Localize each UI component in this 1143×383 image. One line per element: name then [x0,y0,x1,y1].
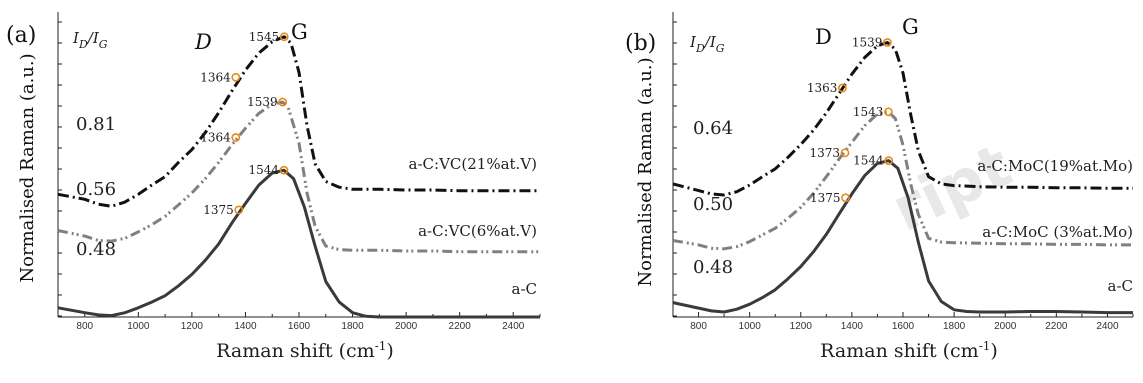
x-tick-label: 2200 [449,321,472,332]
peak-label: 1363 [807,81,838,95]
peak-marker [279,32,289,42]
x-tick-label: 1200 [181,321,204,332]
ratio-header-sub1: D [695,42,705,55]
peak-label: 1544 [248,163,279,177]
x-axis-title: Raman shift (cm-1) [820,339,998,362]
peak-label: 1539 [852,36,883,50]
ratio-header-i2: I [709,33,717,51]
ratio-header-sub2: G [99,38,108,51]
x-tick-label: 2400 [1096,321,1119,332]
series-line [672,110,1133,251]
peak-label: 1544 [853,154,884,168]
ratio-value: 0.50 [693,194,733,215]
peak-label: 1375 [810,191,841,205]
ratio-value: 0.48 [693,257,733,278]
peak-label: 1539 [247,95,278,109]
peak-marker [279,165,289,175]
peak-marker [234,205,244,215]
panel-label: (a) [6,23,36,48]
panel-a: 800 1000 1200 1400 1600 1800 2000 2200 2400 Raman… [6,12,541,362]
peak-marker [884,156,894,166]
peak-marker [278,97,288,107]
ratio-header-slash: / [703,33,712,51]
x-tick-label: 1800 [341,321,364,332]
x-tick-label: 1400 [234,321,257,332]
series-line [57,168,540,319]
x-tick-label: 2400 [502,321,525,332]
band-label-g: G [902,15,919,39]
ratio-header: ID/IG [72,29,108,51]
x-axis-title-main: Raman shift (cm [820,340,979,362]
x-tick-label: 1400 [841,321,864,332]
x-tick-label: 2200 [1045,321,1068,332]
x-axis-title-sup: -1 [979,339,991,353]
x-axis-title: Raman shift (cm-1) [216,339,394,362]
series-label: a-C:MoC (3%at.Mo) [982,223,1133,241]
band-label-g: G [291,20,308,44]
x-axis-title-main: Raman shift (cm [216,340,375,362]
panel-b: 800 1000 1200 1400 1600 1800 2000 2200 2400 Raman… [625,12,1134,362]
ratio-value: 0.81 [76,114,116,135]
ratio-header-sub2: G [716,42,725,55]
series-line [57,35,540,208]
ratio-header: ID/IG [689,33,725,55]
series-line [672,159,1133,315]
series-label: a-C:VC(6%at.V) [418,222,537,240]
x-tick-label: 800 [76,321,93,332]
peak-marker [231,133,241,142]
peak-marker [840,148,850,158]
peak-marker [231,72,241,82]
peak-marker [841,193,850,203]
peak-marker [838,83,847,93]
series-line [57,100,540,254]
band-label-d: D [815,25,832,49]
peak-label: 1373 [809,146,840,160]
ratio-value: 0.48 [76,239,116,260]
series-label: a-C:MoC(19%at.Mo) [977,157,1133,175]
x-tick-label: 1800 [943,321,966,332]
peak-marker [884,107,893,117]
y-axis-title: Normalised Raman (a.u.) [635,57,656,286]
peak-label: 1364 [200,131,231,145]
peak-marker [883,38,892,47]
x-tick-label: 2000 [994,321,1017,332]
ratio-value: 0.56 [76,179,116,200]
series-label: a-C [512,280,538,298]
x-tick-label: 1000 [127,321,150,332]
x-tick-label: 2000 [395,321,418,332]
peak-label: 1545 [249,30,280,44]
peak-label: 1364 [200,70,231,84]
x-tick-label: 800 [690,321,707,332]
ratio-header-sub1: D [78,38,88,51]
x-axis-title-sup: -1 [375,339,387,353]
y-axis-title: Normalised Raman (a.u.) [17,53,38,282]
x-tick-label: 1200 [790,321,813,332]
band-label-d: D [194,30,212,54]
x-tick-label: 1000 [739,321,762,332]
ratio-header-slash: / [86,29,95,47]
series-label: a-C:VC(21%at.V) [409,155,537,173]
panel-label: (b) [625,31,656,56]
x-axis-title-close: ) [990,340,997,362]
ratio-value: 0.64 [693,118,733,139]
peak-label: 1543 [853,105,884,119]
peak-label: 1375 [203,203,234,217]
series-label: a-C [1108,277,1134,295]
x-axis-title-close: ) [386,340,393,362]
ratio-header-i1: I [689,33,697,51]
ratio-header-i1: I [72,29,80,47]
x-tick-label: 1600 [892,321,915,332]
ratio-header-i2: I [92,29,100,47]
x-tick-label: 1600 [288,321,311,332]
